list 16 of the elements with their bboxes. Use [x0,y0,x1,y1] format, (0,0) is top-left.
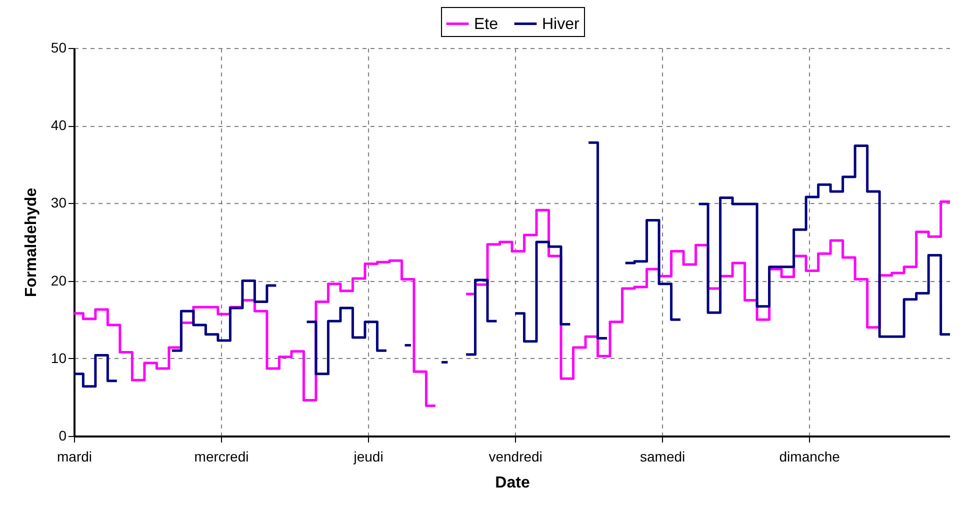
x-axis-title: Date [495,474,530,492]
legend-label: Hiver [542,16,580,33]
x-tick-label: mardi [56,448,92,464]
x-tick-label: dimanche [779,448,840,464]
y-tick-label: 30 [50,194,67,211]
x-tick-label: mercredi [194,448,249,464]
x-tick-label: samedi [640,448,686,464]
y-axis-title: Formaldehyde [22,188,40,298]
x-tick-label: jeudi [352,448,384,464]
legend-label: Ete [474,16,498,33]
y-tick-label: 10 [50,350,67,366]
y-tick-label: 40 [50,117,67,134]
y-tick-label: 50 [50,40,67,56]
y-tick-label: 0 [58,428,67,444]
x-tick-label: vendredi [488,448,542,464]
y-tick-label: 20 [50,272,67,288]
